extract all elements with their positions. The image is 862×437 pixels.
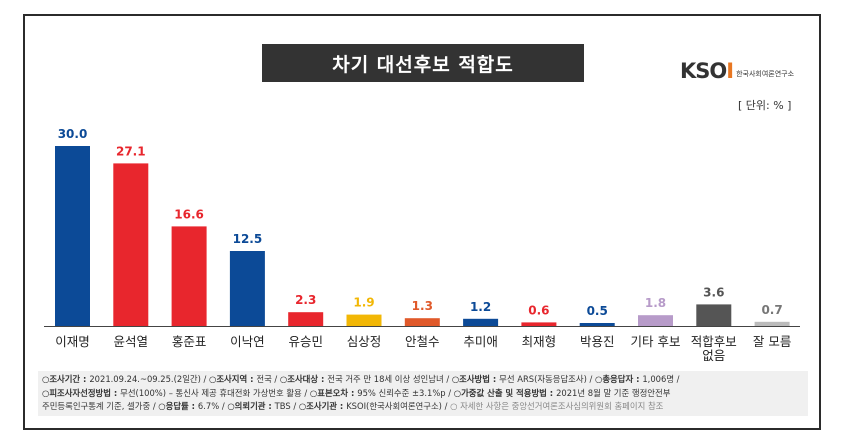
footnote-key: 조사지역 :	[216, 374, 257, 384]
bar-12	[696, 304, 732, 326]
data-label-2: 27.1	[116, 144, 146, 158]
data-label-1: 30.0	[58, 127, 88, 141]
data-label-10: 0.5	[587, 304, 608, 318]
data-label-5: 2.3	[295, 293, 316, 307]
footnote-key: 조사기간 :	[49, 374, 90, 384]
footnote-value: 무선(100%) – 통신사 제공 휴대전화 가상번호 활용 /	[120, 387, 310, 398]
bar-1	[55, 146, 90, 326]
footnote-value: KSOI(한국사회여론연구소) /	[346, 401, 451, 411]
bar-11	[638, 315, 673, 326]
footnote-key: 총응답자 :	[602, 374, 643, 384]
chart-title: 차기 대선후보 적합도	[262, 44, 584, 82]
logo-mark: KSOI	[680, 59, 734, 83]
footnote-key: 조사기관 :	[306, 401, 347, 411]
chart-frame	[23, 14, 821, 430]
footnote-value: 2021.09.24.~09.25.(2일간) /	[89, 374, 210, 384]
x-tick-label-6: 심상정	[347, 334, 382, 349]
x-tick-label-3: 홍준표	[172, 334, 207, 349]
x-tick-label-5: 유승민	[288, 334, 323, 349]
footnote-value: 전국 /	[256, 374, 280, 384]
bar-3	[171, 226, 207, 326]
data-label-11: 1.8	[645, 296, 666, 310]
survey-footnote: ○조사기간 : 2021.09.24.~09.25.(2일간) / ○조사지역 …	[38, 371, 808, 416]
data-label-9: 0.6	[528, 303, 549, 317]
footnote-key: 표본오차 :	[317, 387, 358, 398]
footnote-value: TBS /	[274, 401, 299, 411]
footnote-key: 피조사자선정방법 :	[49, 387, 121, 398]
x-tick-label-4: 이낙연	[230, 334, 265, 349]
x-tick-label-7: 안철수	[405, 334, 440, 349]
footnote-value: 2021년 8월 말 기준 행정안전부	[556, 387, 671, 398]
x-tick-label-12: 적합후보 없음	[691, 334, 737, 363]
bar-7	[404, 318, 440, 326]
x-tick-label-2: 윤석열	[114, 334, 149, 349]
footnote-key: 조사방법 :	[459, 374, 500, 384]
bar-10	[579, 323, 615, 326]
footnote-line-3: 주민등록인구통계 기준, 셀가중 / ○응답률 : 6.7% / ○의뢰기관 :…	[42, 401, 664, 411]
footnote-value: 95% 신뢰수준 ±3.1%p /	[357, 387, 454, 398]
bar-13	[754, 321, 790, 326]
logo-subtitle: 한국사회여론연구소	[736, 70, 795, 78]
footnote-key: 가중값 산출 및 적용방법 :	[461, 387, 557, 398]
data-label-6: 1.9	[353, 296, 374, 310]
data-label-7: 1.3	[412, 299, 433, 313]
x-tick-label-1: 이재명	[55, 334, 90, 349]
footnote-value: 전국 거주 만 18세 이상 성인남녀 /	[327, 374, 452, 384]
footnote-line-2: ○피조사자선정방법 : 무선(100%) – 통신사 제공 휴대전화 가상번호 …	[42, 387, 671, 398]
bar-9	[521, 322, 557, 326]
x-tick-label-9: 최재형	[522, 334, 557, 349]
bar-5	[288, 312, 324, 326]
bar-6	[346, 314, 382, 326]
ksoi-logo: KSOI 한국사회여론연구소	[680, 56, 794, 82]
footnote-key: 조사대상 :	[287, 374, 328, 384]
data-label-4: 12.5	[233, 232, 263, 246]
data-label-13: 0.7	[761, 303, 782, 317]
footnote-value: 1,006명 /	[642, 374, 680, 384]
x-tick-label-8: 추미애	[463, 334, 498, 349]
unit-label: [ 단위: % ]	[738, 99, 792, 112]
x-tick-label-10: 박용진	[580, 334, 615, 349]
footnote-key: 의뢰기관 :	[234, 401, 275, 411]
footnote-value: 6.7% /	[197, 401, 228, 411]
bar-8	[463, 318, 499, 326]
x-tick-label-13: 잘 모름	[753, 334, 791, 349]
bar-2	[113, 163, 149, 326]
footnote-line-1: ○조사기간 : 2021.09.24.~09.25.(2일간) / ○조사지역 …	[42, 374, 680, 384]
footnote-key: 응답률 :	[165, 401, 198, 411]
footnote-value: 무선 ARS(자동응답조사) /	[499, 374, 596, 384]
x-tick-label-11: 기타 후보	[631, 334, 681, 349]
data-label-3: 16.6	[174, 207, 204, 221]
bar-4	[229, 251, 265, 326]
data-label-8: 1.2	[470, 300, 491, 314]
data-label-12: 3.6	[703, 285, 724, 299]
